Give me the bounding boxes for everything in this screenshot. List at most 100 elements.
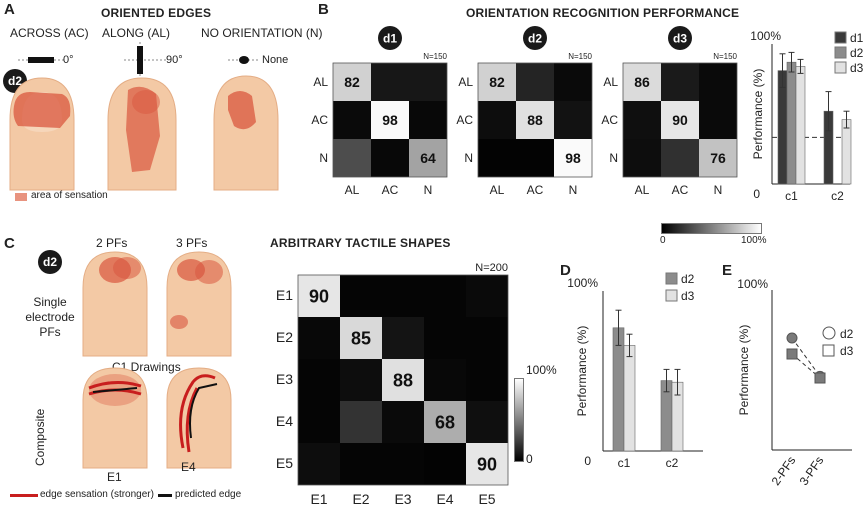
panel-d-label: D <box>560 262 571 279</box>
matrix-cell-N-AC <box>516 139 554 177</box>
matrix-cell-E2-E3 <box>382 317 424 359</box>
matrix-value-label: 85 <box>351 328 371 348</box>
matrix-cell-E2-E5 <box>466 317 508 359</box>
subject-badge <box>378 26 402 50</box>
row-tick-label: AL <box>313 75 328 89</box>
matrix-cell-AC-N <box>409 101 447 139</box>
matrix-cell-AL-N <box>409 63 447 101</box>
y-tick-label: 100% <box>750 29 781 43</box>
matrix-cell-AC-AL <box>478 101 516 139</box>
confusion-matrix-d3: d3 N=150 86 90 76 AL AC N AL AC N <box>601 26 738 197</box>
matrix-value-label: 68 <box>435 412 455 432</box>
col-tick-label: E2 <box>352 491 369 506</box>
bar-chart-d: 100% 0 Performance (%) c1 c2 d2 d3 <box>567 272 703 470</box>
matrix-value-label: 90 <box>477 454 497 474</box>
matrix-cell-AL-N <box>554 63 592 101</box>
matrix-frame <box>297 274 509 486</box>
confusion-matrix-d2: d2 N=150 82 88 98 AL AC N AL AC N <box>456 26 593 197</box>
sensation-area <box>13 92 71 128</box>
colorbar-c-min: 0 <box>526 452 533 466</box>
row-tick-label: N <box>609 151 618 165</box>
col-tick-label: AC <box>527 183 544 197</box>
col-label-2pfs: 2 PFs <box>96 236 128 250</box>
legend-swatch-d3 <box>665 289 678 302</box>
matrix-cell-E5-E4 <box>424 443 466 485</box>
matrix-cell-N-AC <box>371 139 409 177</box>
matrix-cell-N-N <box>554 139 592 177</box>
legend-swatch-d2 <box>834 46 847 59</box>
point-d2-2-PFs <box>786 332 798 344</box>
matrix-cell-E1-E1 <box>298 275 340 317</box>
matrix-cell-N-N <box>699 139 737 177</box>
legend-swatch-d1 <box>834 31 847 44</box>
finger-e4 <box>166 367 232 469</box>
matrix-cell-AL-AL <box>333 63 371 101</box>
panel-b-label: B <box>318 1 329 18</box>
matrix-cell-AC-AC <box>371 101 409 139</box>
col-tick-label: AC <box>672 183 689 197</box>
row-tick-label: E5 <box>276 455 293 471</box>
matrix-cell-AL-AC <box>371 63 409 101</box>
matrix-cell-E5-E1 <box>298 443 340 485</box>
bar-d3-c1 <box>623 345 636 452</box>
series-line-d2 <box>791 337 821 377</box>
matrix-cell-E2-E4 <box>424 317 466 359</box>
subject-badge <box>523 26 547 50</box>
legend-sensation-label: area of sensation <box>31 190 108 201</box>
matrix-frame <box>622 62 738 178</box>
col-tick-label: AL <box>490 183 505 197</box>
legend-label: d2 <box>840 327 854 341</box>
legend-label: d3 <box>840 344 854 358</box>
row-label-single: Single electrode PFs <box>25 295 75 339</box>
panel-b-title: ORIENTATION RECOGNITION PERFORMANCE <box>466 6 740 20</box>
legend-swatch-sensation <box>15 193 27 201</box>
shapes-title: ARBITRARY TACTILE SHAPES <box>270 236 451 250</box>
subject-badge-label: d1 <box>383 32 397 46</box>
matrix-cell-N-AL <box>623 139 661 177</box>
legend-swatch-d3 <box>834 61 847 74</box>
matrix-cell-AL-AL <box>623 63 661 101</box>
matrix-value-label: 90 <box>672 112 688 128</box>
finger-none <box>213 75 279 191</box>
matrix-cell-E3-E4 <box>424 359 466 401</box>
matrix-value-label: 82 <box>489 74 505 90</box>
point-marker-icon <box>239 56 249 64</box>
n-label: N=150 <box>713 52 737 61</box>
matrix-cell-N-AL <box>478 139 516 177</box>
legend-swatch-d2 <box>665 272 678 285</box>
legend-label: d3 <box>850 61 864 75</box>
finger-3pfs <box>166 251 232 357</box>
subject-badge <box>668 26 692 50</box>
matrix-cell-E1-E3 <box>382 275 424 317</box>
across-marker-icon <box>28 57 54 63</box>
matrix-cell-AC-N <box>699 101 737 139</box>
legend-black-line <box>158 494 172 497</box>
matrix-cell-E1-E2 <box>340 275 382 317</box>
matrix-cell-AC-AC <box>516 101 554 139</box>
y-tick-label: 100% <box>567 276 598 290</box>
x-tick-label: c1 <box>618 456 631 470</box>
matrix-cell-E2-E2 <box>340 317 382 359</box>
marker-none-label: None <box>262 54 289 66</box>
x-tick-label: 3-PFs <box>797 454 827 488</box>
matrix-cell-N-AL <box>333 139 371 177</box>
matrix-cell-E3-E1 <box>298 359 340 401</box>
n-label: N=200 <box>475 262 508 274</box>
row-tick-label: AC <box>601 113 618 127</box>
along-marker-icon <box>137 46 143 74</box>
matrix-cell-AL-AC <box>516 63 554 101</box>
panel-e-label: E <box>722 262 733 279</box>
n-label: N=150 <box>423 52 447 61</box>
legend-label: d2 <box>681 272 695 286</box>
matrix-value-label: 98 <box>565 150 581 166</box>
col-tick-label: AL <box>635 183 650 197</box>
matrix-value-label: 86 <box>634 74 650 90</box>
matrix-cell-E4-E3 <box>382 401 424 443</box>
row-tick-label: AL <box>458 75 473 89</box>
matrix-cell-E4-E1 <box>298 401 340 443</box>
matrix-value-label: 98 <box>382 112 398 128</box>
bar-d2-c1 <box>612 327 625 452</box>
matrix-cell-AC-AC <box>661 101 699 139</box>
matrix-cell-E1-E4 <box>424 275 466 317</box>
